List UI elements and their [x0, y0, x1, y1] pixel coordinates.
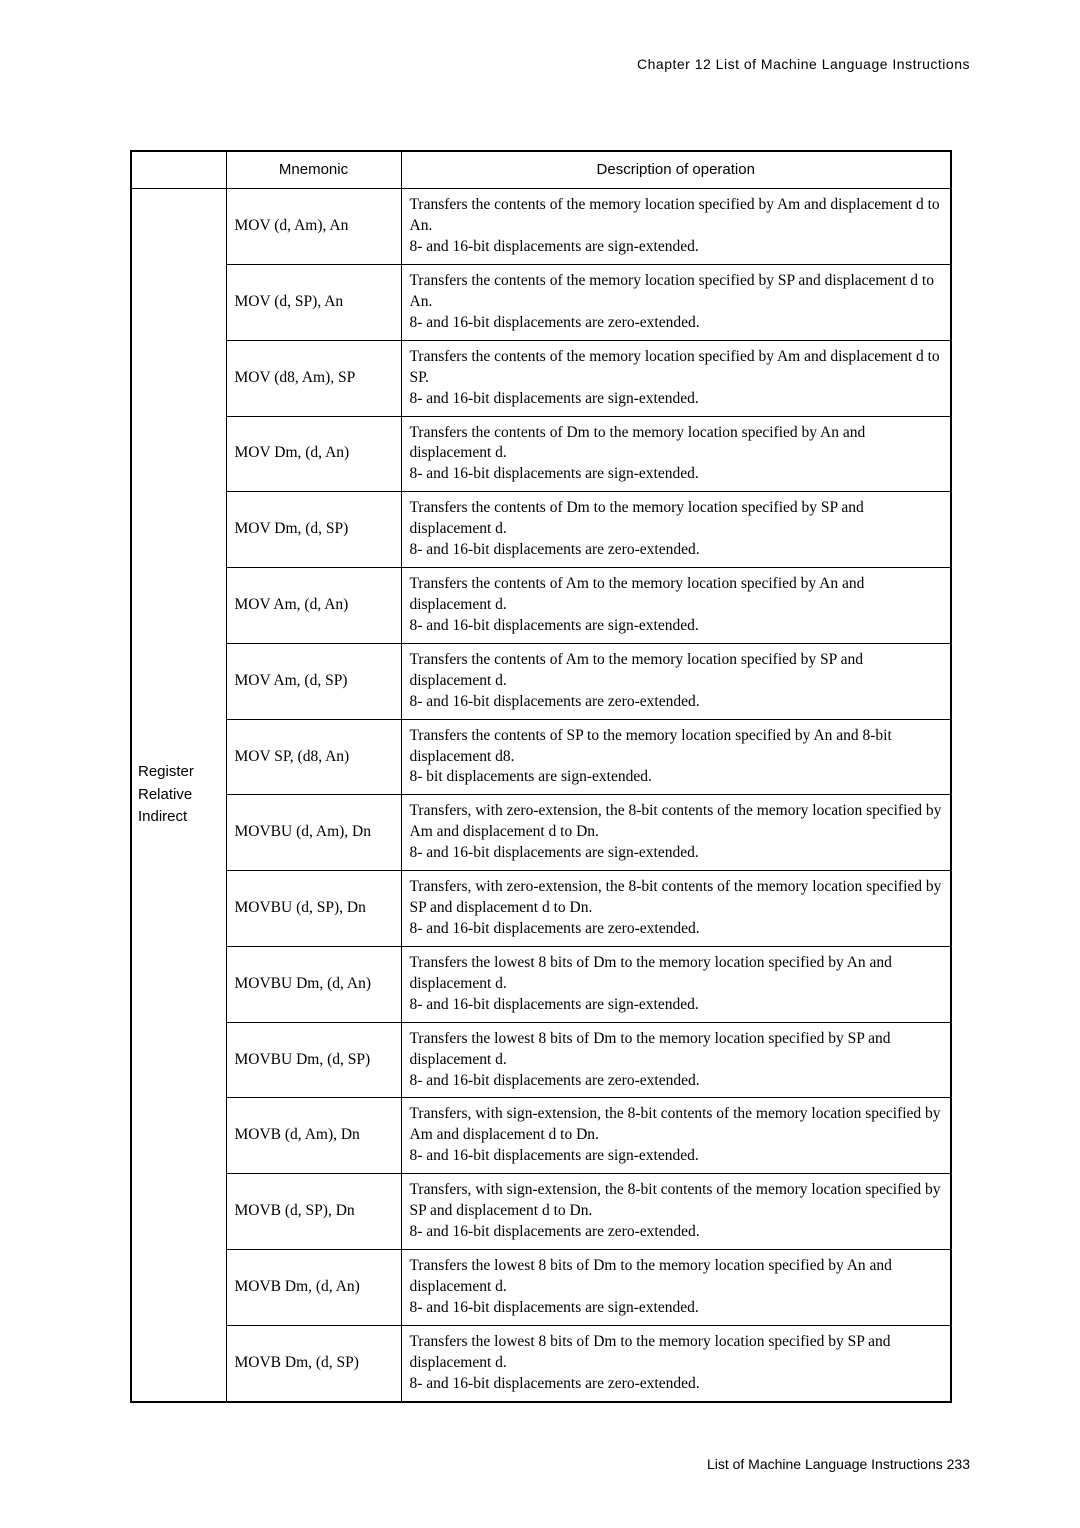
mnemonic-cell: MOV (d8, Am), SP	[226, 340, 401, 416]
mnemonic-cell: MOVBU Dm, (d, An)	[226, 946, 401, 1022]
description-cell: Transfers the lowest 8 bits of Dm to the…	[401, 1249, 951, 1325]
table-row: MOV (d8, Am), SPTransfers the contents o…	[131, 340, 951, 416]
header-mnemonic: Mnemonic	[226, 151, 401, 189]
mnemonic-cell: MOV (d, Am), An	[226, 189, 401, 265]
table-row: MOV Dm, (d, An)Transfers the contents of…	[131, 416, 951, 492]
mnemonic-cell: MOV Dm, (d, SP)	[226, 492, 401, 568]
description-cell: Transfers, with sign-extension, the 8-bi…	[401, 1098, 951, 1174]
table-row: MOVB (d, Am), DnTransfers, with sign-ext…	[131, 1098, 951, 1174]
table-row: MOVB Dm, (d, SP)Transfers the lowest 8 b…	[131, 1325, 951, 1401]
mnemonic-cell: MOVB Dm, (d, An)	[226, 1249, 401, 1325]
mnemonic-cell: MOV Am, (d, SP)	[226, 643, 401, 719]
description-cell: Transfers, with zero-extension, the 8-bi…	[401, 871, 951, 947]
description-cell: Transfers the contents of the memory loc…	[401, 189, 951, 265]
table-row: MOVB Dm, (d, An)Transfers the lowest 8 b…	[131, 1249, 951, 1325]
table-row: MOVBU Dm, (d, SP)Transfers the lowest 8 …	[131, 1022, 951, 1098]
table-row: MOV SP, (d8, An)Transfers the contents o…	[131, 719, 951, 795]
mnemonic-cell: MOV Dm, (d, An)	[226, 416, 401, 492]
page-header: Chapter 12 List of Machine Language Inst…	[637, 56, 970, 72]
page-footer: List of Machine Language Instructions 23…	[707, 1456, 970, 1472]
mnemonic-cell: MOVBU (d, SP), Dn	[226, 871, 401, 947]
mnemonic-cell: MOVB (d, Am), Dn	[226, 1098, 401, 1174]
instruction-table-wrap: Mnemonic Description of operation Regist…	[130, 150, 950, 1403]
description-cell: Transfers the contents of Dm to the memo…	[401, 492, 951, 568]
description-cell: Transfers the contents of Am to the memo…	[401, 643, 951, 719]
description-cell: Transfers the contents of Am to the memo…	[401, 568, 951, 644]
description-cell: Transfers the contents of SP to the memo…	[401, 719, 951, 795]
description-cell: Transfers the lowest 8 bits of Dm to the…	[401, 946, 951, 1022]
mnemonic-cell: MOV (d, SP), An	[226, 265, 401, 341]
table-row: MOV Am, (d, SP)Transfers the contents of…	[131, 643, 951, 719]
category-cell: Register Relative Indirect	[131, 189, 226, 1402]
header-description: Description of operation	[401, 151, 951, 189]
table-row: MOV (d, SP), AnTransfers the contents of…	[131, 265, 951, 341]
mnemonic-cell: MOV SP, (d8, An)	[226, 719, 401, 795]
mnemonic-cell: MOVB (d, SP), Dn	[226, 1174, 401, 1250]
header-blank	[131, 151, 226, 189]
table-row: MOV Am, (d, An)Transfers the contents of…	[131, 568, 951, 644]
description-cell: Transfers, with sign-extension, the 8-bi…	[401, 1174, 951, 1250]
mnemonic-cell: MOV Am, (d, An)	[226, 568, 401, 644]
table-row: MOVBU (d, SP), DnTransfers, with zero-ex…	[131, 871, 951, 947]
description-cell: Transfers the lowest 8 bits of Dm to the…	[401, 1325, 951, 1401]
mnemonic-cell: MOVBU Dm, (d, SP)	[226, 1022, 401, 1098]
description-cell: Transfers the contents of the memory loc…	[401, 340, 951, 416]
table-row: MOVBU Dm, (d, An)Transfers the lowest 8 …	[131, 946, 951, 1022]
table-row: Register Relative IndirectMOV (d, Am), A…	[131, 189, 951, 265]
table-row: MOVB (d, SP), DnTransfers, with sign-ext…	[131, 1174, 951, 1250]
table-row: MOV Dm, (d, SP)Transfers the contents of…	[131, 492, 951, 568]
description-cell: Transfers the lowest 8 bits of Dm to the…	[401, 1022, 951, 1098]
description-cell: Transfers, with zero-extension, the 8-bi…	[401, 795, 951, 871]
description-cell: Transfers the contents of Dm to the memo…	[401, 416, 951, 492]
mnemonic-cell: MOVBU (d, Am), Dn	[226, 795, 401, 871]
description-cell: Transfers the contents of the memory loc…	[401, 265, 951, 341]
table-row: MOVBU (d, Am), DnTransfers, with zero-ex…	[131, 795, 951, 871]
mnemonic-cell: MOVB Dm, (d, SP)	[226, 1325, 401, 1401]
instruction-table: Mnemonic Description of operation Regist…	[130, 150, 952, 1403]
